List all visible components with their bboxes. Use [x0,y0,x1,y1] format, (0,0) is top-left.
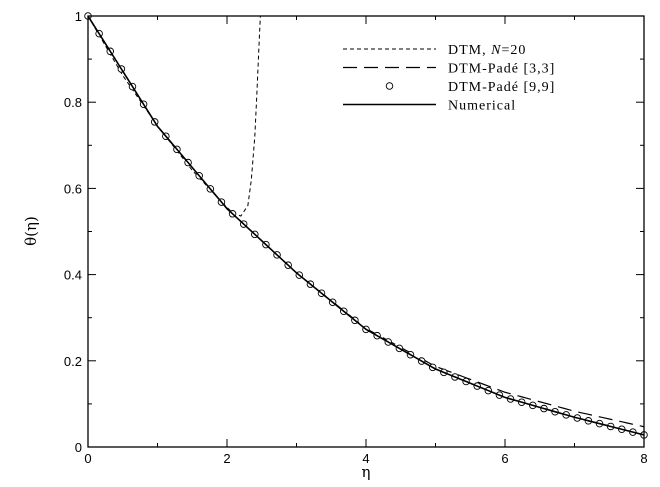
y-tick-label: 0.8 [64,95,82,110]
y-tick-label: 0.6 [64,181,82,196]
y-tick-label: 1 [75,9,82,24]
legend-label-part: =20 [501,43,526,58]
y-tick-label: 0 [75,440,82,455]
legend-circle-marker [385,82,394,90]
plot-marks [84,12,648,439]
legend-label: DTM, N=20 [448,43,526,58]
series-3-line [87,15,645,436]
y-tick-label: 0.4 [64,268,82,283]
y-axis-title: θ(η) [22,216,40,246]
series-0-line [87,15,261,217]
legend-label: DTM-Padé [9,9] [448,80,555,95]
series-1-line [87,15,645,428]
x-tick-label: 4 [362,451,369,466]
legend-label-part: DTM, [448,43,491,58]
x-axis-title: η [362,463,371,481]
y-tick-label: 0.2 [64,354,82,369]
x-tick-label: 6 [501,451,508,466]
legend-label: DTM-Padé [3,3] [448,62,555,77]
x-tick-label: 0 [84,451,91,466]
plot-frame [87,15,645,448]
x-tick-label: 8 [640,451,647,466]
x-tick-label: 2 [223,451,230,466]
legend: DTM, N=20 DTM-Padé [3,3] DTM-Padé [9,9] Num… [343,43,555,114]
legend-label: Numerical [448,99,516,114]
axis-ticks: 0 2 4 6 8 0 0.2 0.4 0.6 0.8 1 [64,9,648,466]
legend-label-part: N [490,43,501,58]
